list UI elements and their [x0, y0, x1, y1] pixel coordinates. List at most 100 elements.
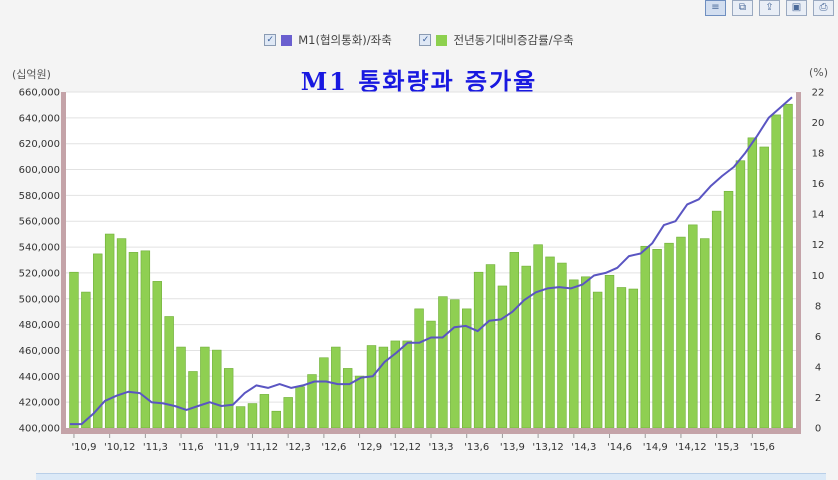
growth-bar: [711, 210, 722, 429]
x-tick-label: '11,12: [247, 442, 278, 453]
growth-bar: [652, 249, 662, 429]
left-tick-label: 420,000: [19, 398, 60, 409]
growth-bar: [640, 245, 650, 429]
growth-bar: [69, 271, 79, 429]
x-tick-label: '14,3: [571, 442, 596, 453]
growth-bar: [152, 281, 162, 429]
x-tick-label: '12,3: [286, 442, 311, 453]
right-tick-label: 4: [815, 362, 821, 373]
growth-bar: [259, 394, 270, 429]
left-tick-label: 500,000: [19, 294, 60, 305]
growth-bar: [164, 316, 174, 429]
growth-bar: [342, 368, 353, 429]
legend-growth-label: 전년동기대비증감률/우축: [453, 33, 574, 47]
right-tick-label: 18: [812, 149, 825, 160]
x-tick-label: '12,9: [357, 442, 382, 453]
legend-item-m1[interactable]: ✓ M1(협의통화)/좌축: [264, 32, 392, 48]
x-tick-label: '13,9: [500, 442, 525, 453]
save-icon[interactable]: ▣: [786, 0, 807, 16]
bottom-scrollbar[interactable]: [36, 473, 826, 480]
x-tick-label: '12,6: [321, 442, 346, 453]
growth-bar: [688, 224, 698, 429]
left-tick-label: 620,000: [19, 139, 60, 150]
legend-growth-checkbox[interactable]: ✓: [419, 34, 432, 46]
growth-bar: [676, 236, 686, 429]
x-tick-label: '13,3: [428, 442, 453, 453]
growth-bar: [521, 265, 531, 429]
right-tick-label: 6: [815, 332, 821, 343]
x-tick-label: '10,12: [104, 442, 135, 453]
x-tick-label: '10,9: [71, 442, 96, 453]
right-tick-label: 0: [815, 424, 821, 435]
growth-bar: [235, 406, 246, 429]
left-tick-label: 400,000: [19, 424, 60, 435]
growth-bar: [188, 371, 198, 429]
legend-m1-swatch: [281, 34, 293, 46]
left-tick-label: 540,000: [19, 243, 60, 254]
left-tick-label: 520,000: [19, 268, 60, 279]
left-axis-frame: [61, 92, 66, 434]
x-tick-label: '15,3: [714, 442, 739, 453]
growth-bar: [93, 253, 103, 429]
growth-bar: [176, 346, 186, 429]
growth-bar: [223, 368, 234, 429]
legend-growth-swatch: [436, 34, 448, 46]
left-tick-label: 440,000: [19, 372, 60, 383]
growth-bar: [402, 340, 412, 429]
right-axis-unit: (%): [808, 66, 828, 79]
growth-bar: [200, 346, 210, 429]
growth-bar: [783, 103, 793, 429]
right-tick-label: 20: [812, 118, 825, 129]
growth-bar: [509, 252, 520, 429]
growth-bar: [592, 291, 603, 429]
left-axis-unit: (십억원): [12, 68, 51, 81]
growth-bar: [569, 279, 579, 429]
growth-bar: [700, 238, 710, 429]
right-tick-label: 8: [815, 301, 821, 312]
copy-icon[interactable]: ⧉: [732, 0, 753, 16]
left-tick-label: 600,000: [19, 165, 60, 176]
growth-bar: [545, 256, 555, 429]
legend-m1-label: M1(협의통화)/좌축: [298, 33, 392, 47]
growth-bar: [319, 357, 329, 429]
x-tick-label: '14,9: [643, 442, 668, 453]
growth-bar: [604, 274, 615, 429]
right-tick-label: 12: [812, 240, 825, 251]
right-tick-label: 22: [812, 88, 825, 99]
chart-legend: ✓ M1(협의통화)/좌축 ✓ 전년동기대비증감률/우축: [0, 31, 838, 48]
x-tick-label: '12,12: [390, 442, 421, 453]
growth-bar: [771, 114, 781, 429]
growth-bar: [354, 375, 365, 429]
x-tick-label: '13,6: [464, 442, 489, 453]
growth-bar: [628, 288, 639, 429]
growth-bar: [450, 299, 460, 429]
right-tick-label: 14: [812, 210, 825, 221]
export-icon[interactable]: ⇪: [759, 0, 780, 16]
growth-bar: [212, 349, 222, 429]
growth-bar: [271, 410, 281, 429]
growth-bar: [723, 190, 734, 429]
right-tick-label: 16: [812, 179, 825, 190]
left-tick-label: 480,000: [19, 320, 60, 331]
growth-bar: [366, 345, 377, 429]
bottom-axis-frame: [61, 428, 801, 434]
left-tick-label: 560,000: [19, 217, 60, 228]
x-tick-label: '11,9: [214, 442, 239, 453]
growth-bar: [747, 137, 758, 429]
left-tick-label: 580,000: [19, 191, 60, 202]
growth-bar: [331, 346, 341, 429]
x-tick-label: '11,6: [179, 442, 204, 453]
print-icon[interactable]: ⎙: [813, 0, 834, 16]
growth-bar: [247, 403, 258, 429]
growth-bar: [128, 252, 139, 429]
legend-item-growth[interactable]: ✓ 전년동기대비증감률/우축: [419, 32, 574, 48]
right-tick-label: 10: [812, 271, 825, 282]
left-tick-label: 460,000: [19, 346, 60, 357]
growth-bar: [485, 264, 496, 429]
growth-bar: [116, 238, 127, 429]
growth-bar: [438, 296, 448, 429]
growth-bar: [414, 308, 424, 429]
legend-m1-checkbox[interactable]: ✓: [264, 34, 277, 46]
x-tick-label: '14,6: [607, 442, 632, 453]
list-icon[interactable]: ≡: [705, 0, 726, 16]
